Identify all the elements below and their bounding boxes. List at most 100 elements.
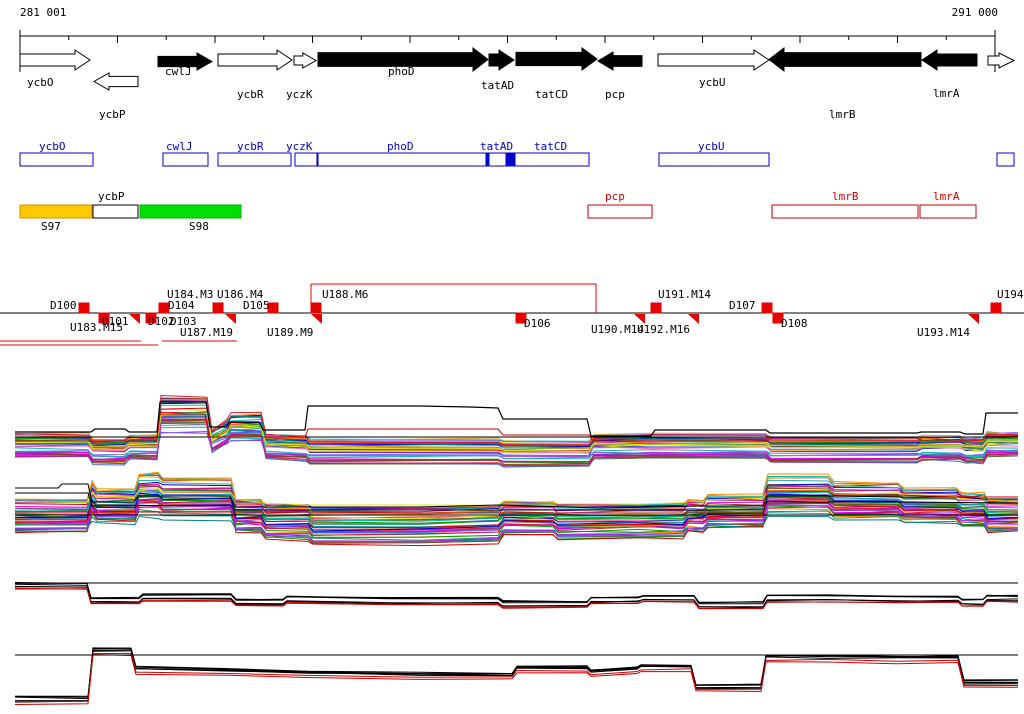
- cds-label-ycbO: ycbO: [39, 140, 66, 153]
- cds-box-ycbO[interactable]: [19, 152, 94, 167]
- gene-arrow-ycbR[interactable]: [217, 49, 293, 71]
- gene-arrow-yczK[interactable]: [293, 52, 318, 69]
- bundle-line: [14, 498, 1019, 542]
- gene-label-pcp: pcp: [605, 88, 625, 101]
- bundle-line: [14, 647, 1019, 698]
- cds-label-phoD: phoD: [387, 140, 414, 153]
- gene-label-yczK: yczK: [286, 88, 313, 101]
- probe-square-above[interactable]: [761, 302, 773, 314]
- probe-square-below[interactable]: [145, 312, 157, 324]
- cds-box-yczK[interactable]: [294, 152, 318, 167]
- bundle-line: [14, 412, 1019, 452]
- probe-square-above[interactable]: [212, 302, 224, 314]
- probe-label-U184.M3: U184.M3: [167, 288, 213, 301]
- cds-label-tatAD: tatAD: [480, 140, 513, 153]
- region-end-label: 291 000: [952, 6, 998, 19]
- probe-label-D104: D104: [168, 299, 195, 312]
- segment-box-lmrA[interactable]: [919, 204, 977, 219]
- probe-label-D103: D103: [170, 315, 197, 328]
- probe-flag[interactable]: [634, 314, 645, 324]
- probe-label-D100: D100: [50, 299, 77, 312]
- probe-label-U193.M14: U193.M14: [917, 326, 970, 339]
- bundle-line: [14, 499, 1019, 529]
- bundle-line: [14, 653, 1019, 705]
- expression-trace: [15, 490, 1018, 514]
- bundle-line: [14, 583, 1019, 603]
- gene-arrow-cwlJ[interactable]: [157, 52, 214, 71]
- bundle-line: [14, 582, 1019, 605]
- cds-box-ycbR[interactable]: [217, 152, 292, 167]
- bundle-line: [14, 488, 1019, 506]
- probe-label-U191.M14: U191.M14: [658, 288, 711, 301]
- bundle-line: [14, 500, 1019, 543]
- bundle-line: [14, 426, 1019, 460]
- probe-square-below[interactable]: [98, 312, 110, 324]
- segment-box-S98[interactable]: [139, 204, 242, 219]
- segment-box-lmrB[interactable]: [771, 204, 919, 219]
- probe-square-above[interactable]: [158, 302, 170, 314]
- bundle-line: [14, 492, 1019, 532]
- gene-label-ycbP: ycbP: [99, 108, 126, 121]
- region-start-label: 281 001: [20, 6, 66, 19]
- cds-box-phoD[interactable]: [317, 152, 514, 167]
- probe-flag[interactable]: [311, 314, 322, 324]
- segment-box-pcp[interactable]: [587, 204, 653, 219]
- gene-arrow-lmrA[interactable]: [921, 49, 978, 71]
- gene-arrow-partial[interactable]: [987, 52, 1016, 69]
- probe-label-D106: D106: [524, 317, 551, 330]
- gene-arrow-tatAD[interactable]: [488, 49, 515, 71]
- cds-box-partial[interactable]: [996, 152, 1015, 167]
- bundle-line: [14, 471, 1019, 514]
- cds-box-ycbU[interactable]: [658, 152, 770, 167]
- probe-square-above[interactable]: [267, 302, 279, 314]
- probe-flag[interactable]: [225, 314, 236, 324]
- panel-2: [14, 471, 1019, 547]
- probe-label-D101: D101: [102, 315, 129, 328]
- gene-track: ycbO ycbP cwlJ ycbR yczK phoD tatAD tatCD pcp ycb…: [19, 46, 1016, 121]
- gene-arrow-phoD[interactable]: [317, 46, 489, 73]
- gene-arrow-ycbU[interactable]: [657, 49, 770, 71]
- probe-square-above[interactable]: [310, 302, 322, 314]
- gene-label-ycbR: ycbR: [237, 88, 264, 101]
- probe-flag[interactable]: [129, 314, 140, 324]
- gene-label-ycbU: ycbU: [699, 76, 726, 89]
- gene-label-ycbO: ycbO: [27, 76, 54, 89]
- cds-box-tatCD[interactable]: [514, 152, 590, 167]
- bundle-line: [14, 491, 1019, 522]
- probe-square-below[interactable]: [515, 312, 527, 324]
- cds-track: ycbO cwlJ ycbR yczK phoD tatCD ycbU tatAD: [19, 140, 1015, 167]
- probe-label-D105: D105: [243, 299, 270, 312]
- probe-square-above[interactable]: [650, 302, 662, 314]
- gene-label-lmrB: lmrB: [829, 108, 856, 121]
- probe-flag[interactable]: [968, 314, 979, 324]
- gene-arrow-ycbP[interactable]: [92, 72, 139, 91]
- gene-arrow-lmrB[interactable]: [768, 46, 922, 73]
- expression-trace: [15, 401, 1018, 437]
- probe-label-U187.M19: U187.M19: [180, 326, 233, 339]
- segment-box-ycbP[interactable]: [92, 204, 139, 219]
- cds-label-yczK: yczK: [286, 140, 313, 153]
- probe-square-above[interactable]: [78, 302, 90, 314]
- probe-label-U189.M9: U189.M9: [267, 326, 313, 339]
- gene-label-phoD: phoD: [388, 65, 415, 78]
- gene-arrow-tatCD[interactable]: [515, 47, 598, 71]
- panel-4: [14, 647, 1019, 705]
- panel-3: [14, 582, 1019, 610]
- gene-arrow-pcp[interactable]: [597, 51, 643, 71]
- gene-arrow-ycbO[interactable]: [19, 49, 91, 71]
- segment-label-lmrA: lmrA: [933, 190, 960, 203]
- probe-square-above[interactable]: [990, 302, 1002, 314]
- probe-label-U194: U194: [997, 288, 1024, 301]
- expression-trace: [15, 483, 1018, 509]
- bundle-line: [14, 650, 1019, 700]
- bundle-line: [14, 586, 1019, 608]
- probe-label-D102: D102: [148, 315, 175, 328]
- gene-label-lmrA: lmrA: [933, 87, 960, 100]
- gene-label-cwlJ: cwlJ: [165, 65, 192, 78]
- segment-box-S97[interactable]: [19, 204, 93, 219]
- cds-box-cwlJ[interactable]: [162, 152, 209, 167]
- probe-flag[interactable]: [688, 314, 699, 324]
- probe-label-D108: D108: [781, 317, 808, 330]
- probe-square-below[interactable]: [772, 312, 784, 324]
